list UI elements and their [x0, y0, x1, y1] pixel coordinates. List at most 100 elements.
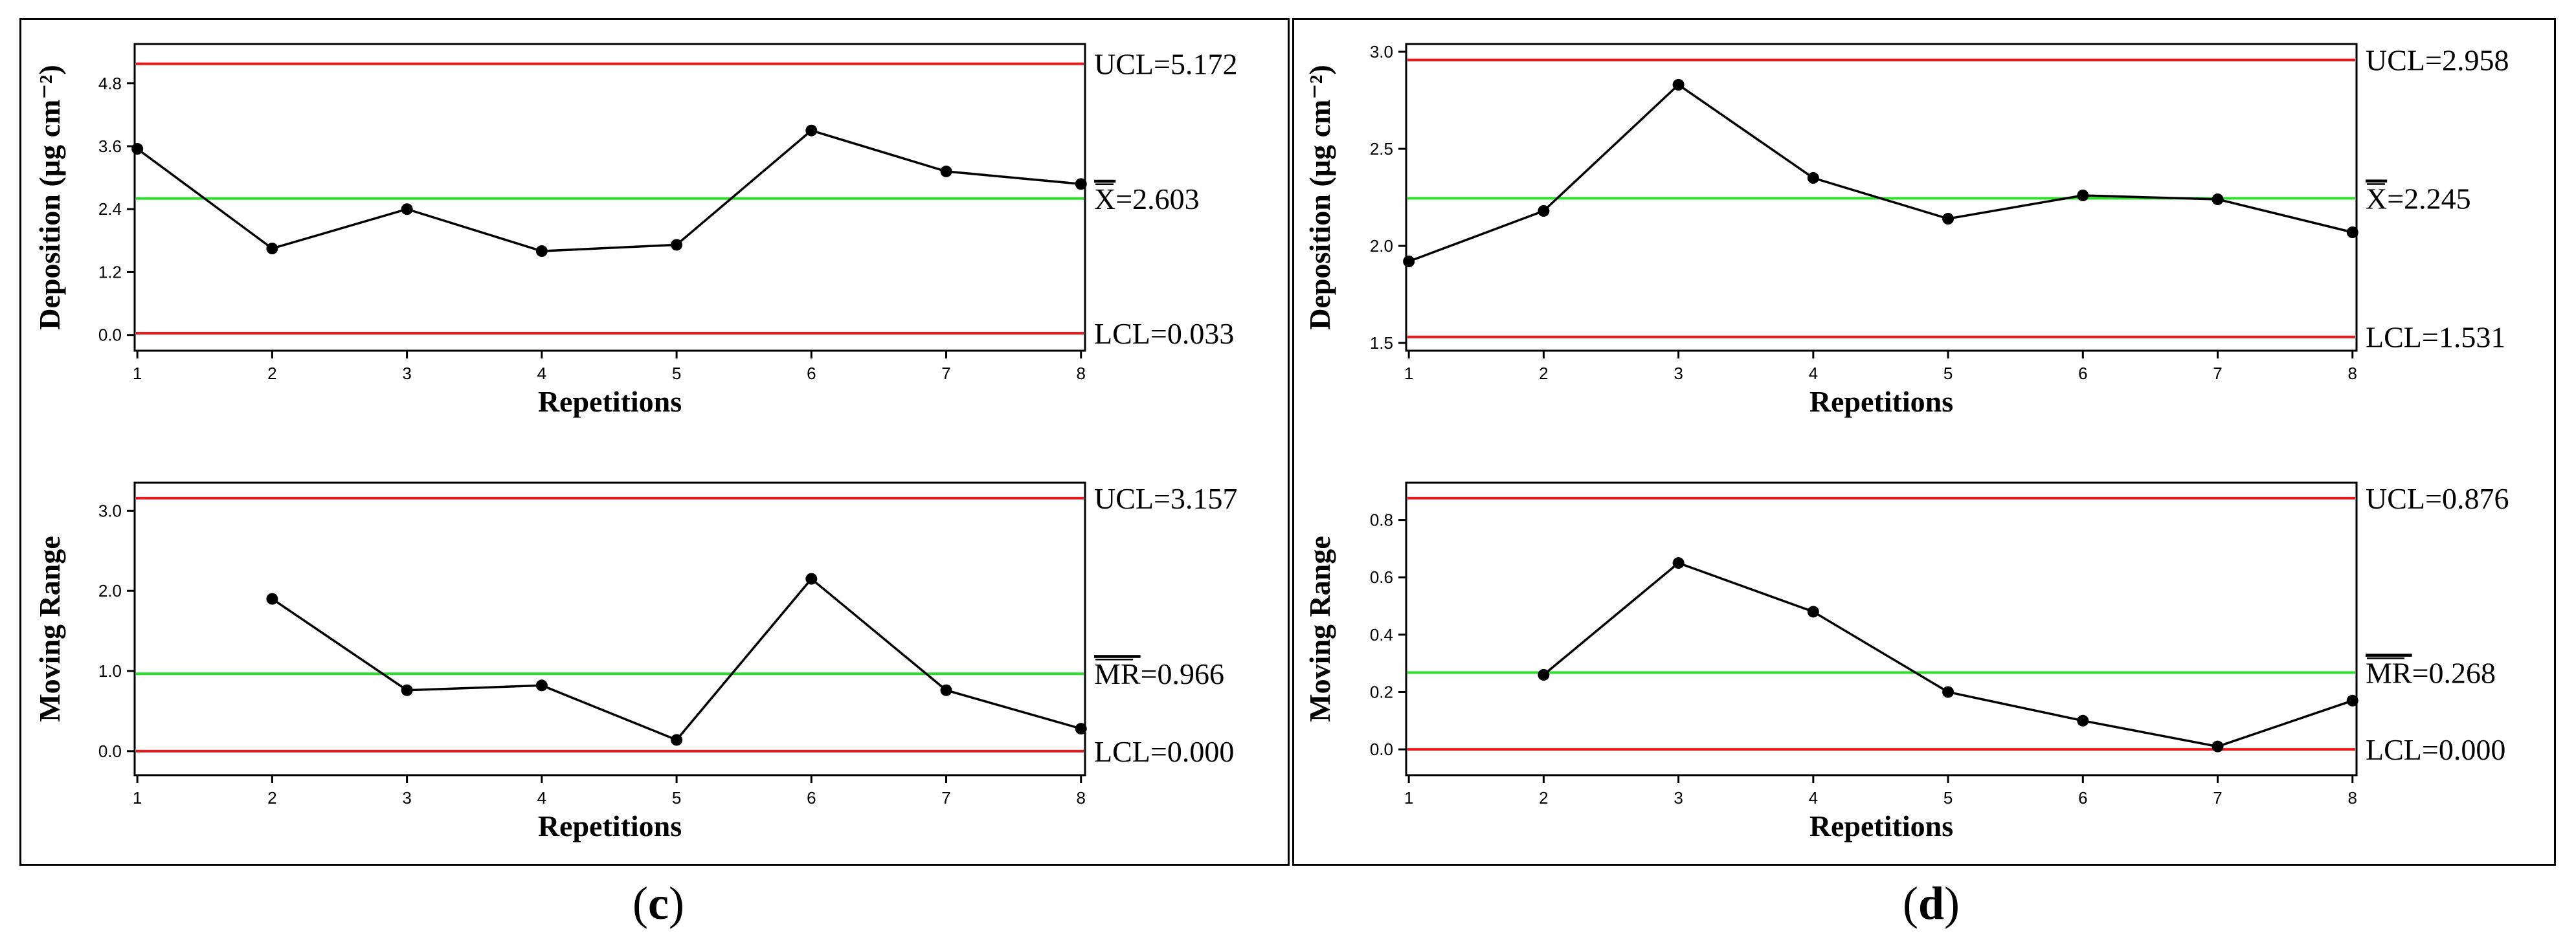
plot-area	[1405, 43, 2358, 352]
center-symbol: X	[1094, 182, 1115, 215]
y-axis-title: Deposition (µg cm⁻²)	[33, 65, 66, 330]
data-point	[940, 684, 952, 696]
data-point	[1807, 172, 1819, 184]
data-point	[2077, 714, 2089, 727]
data-point	[1075, 178, 1087, 190]
y-tick-label: 0.0	[1370, 740, 1393, 759]
x-tick-label: 2	[1539, 788, 1548, 808]
data-point	[1672, 557, 1685, 569]
lcl-label: LCL=1.531	[2366, 321, 2505, 354]
x-tick-label: 4	[1809, 788, 1818, 808]
y-axis-title: Deposition (µg cm⁻²)	[1303, 65, 1336, 330]
y-tick-label: 4.8	[98, 74, 122, 93]
center-label: MR=0.268	[2366, 656, 2496, 689]
data-point	[1538, 205, 1550, 217]
x-axis-title: Repetitions	[538, 809, 682, 842]
x-tick-label: 3	[1674, 364, 1683, 383]
center-value: =2.245	[2387, 182, 2470, 215]
x-tick-label: 2	[267, 364, 276, 383]
data-point	[131, 143, 144, 155]
x-tick-label: 8	[1077, 364, 1086, 383]
y-tick-label: 0.0	[98, 742, 122, 761]
ucl-label: UCL=0.876	[2366, 482, 2509, 515]
x-axis-title: Repetitions	[1809, 809, 1953, 842]
chart-d-moving-range: 1 2 3 4 5 6 7 8 0.0 0.2 0.4 0.6 0.8 UCL=0.876 LCL=0.00…	[1303, 481, 2509, 842]
y-tick-label: 1.0	[98, 661, 122, 681]
x-tick-label: 1	[1404, 788, 1413, 808]
data-line	[1408, 83, 2353, 263]
panel-d-caption: (d)	[1902, 877, 1960, 929]
y-tick-label: 2.0	[98, 581, 122, 600]
y-tick-label: 2.5	[1370, 139, 1393, 159]
data-point	[2212, 740, 2224, 753]
x-tick-label: 1	[133, 364, 142, 383]
y-tick-label: 0.0	[98, 325, 122, 345]
x-tick-label: 5	[1943, 788, 1953, 808]
x-tick-label: 1	[1404, 364, 1413, 383]
data-point	[805, 573, 818, 585]
x-tick-label: 8	[1077, 788, 1086, 808]
data-point	[1942, 213, 1954, 225]
y-axis-title: Moving Range	[1303, 536, 1336, 722]
y-tick-label: 0.6	[1370, 567, 1393, 587]
data-line	[137, 129, 1081, 252]
data-point	[1807, 606, 1819, 618]
x-tick-label: 6	[2078, 364, 2087, 383]
ucl-label: UCL=3.157	[1094, 482, 1237, 515]
y-tick-label: 0.8	[1370, 511, 1393, 530]
chart-c-moving-range: 1 2 3 4 5 6 7 8 0.0 1.0 2.0 3.0 UCL=3.157 LCL=0.000 MR…	[33, 481, 1237, 842]
y-tick-label: 1.5	[1370, 333, 1393, 353]
x-tick-label: 5	[672, 364, 681, 383]
panel-d-frame	[1292, 18, 2556, 866]
data-point	[2212, 193, 2224, 205]
panel-c-caption: (c)	[633, 877, 684, 929]
center-symbol: MR	[2366, 656, 2412, 689]
data-point	[266, 243, 278, 254]
center-value: =0.966	[1141, 657, 1224, 690]
x-tick-label: 5	[1943, 364, 1953, 383]
data-point	[2077, 190, 2089, 201]
center-symbol: X	[2366, 182, 2387, 215]
center-label: X=2.603	[1094, 182, 1200, 215]
x-tick-label: 7	[941, 788, 950, 808]
data-point	[535, 245, 548, 258]
x-axis-title: Repetitions	[538, 385, 682, 418]
panel-c-frame	[19, 18, 1290, 866]
data-point	[1942, 686, 1954, 698]
x-tick-label: 5	[672, 788, 681, 808]
x-axis-title: Repetitions	[1809, 385, 1953, 418]
y-tick-label: 2.4	[98, 199, 122, 219]
data-point	[535, 679, 548, 692]
y-axis-title: Moving Range	[33, 536, 66, 722]
center-symbol: MR	[1094, 657, 1141, 690]
data-point	[940, 165, 952, 177]
data-point	[671, 734, 683, 746]
plot-area	[1405, 481, 2358, 776]
lcl-label: LCL=0.000	[1094, 735, 1234, 768]
data-line	[271, 577, 1082, 742]
chart-c-individuals: 1 2 3 4 5 6 7 8 0.0 1.2 2.4 3.6 4.8 UCL=5.172 LCL=0.03…	[33, 43, 1237, 418]
plot-area	[133, 481, 1086, 776]
ucl-label: UCL=2.958	[2366, 44, 2509, 77]
ucl-label: UCL=5.172	[1094, 48, 1237, 81]
y-tick-label: 1.2	[98, 262, 122, 281]
data-point	[671, 239, 683, 251]
data-line	[1543, 562, 2353, 748]
center-value: =0.268	[2412, 656, 2496, 689]
x-tick-label: 4	[537, 788, 546, 808]
x-tick-label: 4	[1809, 364, 1818, 383]
x-tick-label: 3	[402, 788, 411, 808]
data-point	[1075, 723, 1087, 735]
x-tick-label: 7	[2213, 788, 2222, 808]
x-tick-label: 6	[2078, 788, 2087, 808]
center-value: =2.603	[1115, 182, 1199, 215]
data-point	[2346, 694, 2358, 707]
data-point	[401, 203, 413, 215]
y-tick-label: 2.0	[1370, 236, 1393, 256]
y-tick-label: 3.0	[98, 501, 122, 520]
data-point	[1403, 256, 1415, 267]
data-point	[1672, 79, 1685, 91]
data-point	[401, 684, 413, 696]
center-label: X=2.245	[2366, 182, 2471, 215]
